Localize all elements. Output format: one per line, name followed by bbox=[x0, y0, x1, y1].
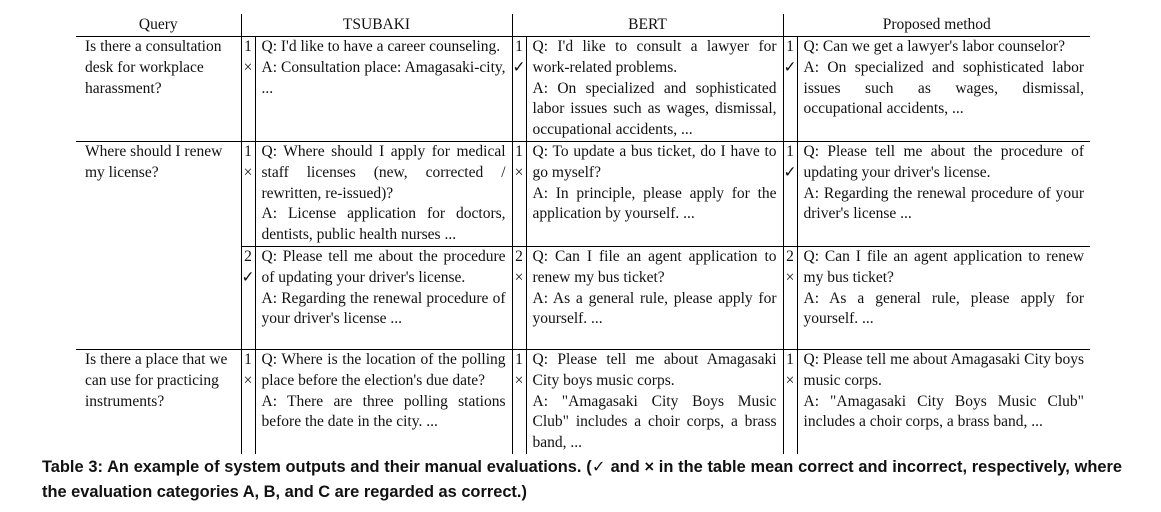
tsubaki-output: Q: Please tell me about the procedure of… bbox=[254, 245, 513, 350]
evaluation-mark: × bbox=[514, 163, 524, 181]
retrieved-question: Q: Where should I apply for medical staf… bbox=[261, 142, 506, 202]
rank-cell: 1 ✓ bbox=[782, 140, 798, 247]
retrieved-answer: A: There are three polling stations befo… bbox=[261, 392, 506, 431]
bert-output: Q: I'd like to consult a lawyer for work… bbox=[525, 36, 784, 142]
header-bert: BERT bbox=[511, 14, 784, 37]
rank-cell: 1 ✓ bbox=[511, 36, 527, 142]
rank-number: 1 bbox=[786, 38, 794, 55]
evaluation-mark: ✓ bbox=[783, 163, 797, 181]
bert-output: Q: Please tell me about Amagasaki City b… bbox=[525, 348, 784, 454]
rank-cell: 1 × bbox=[782, 348, 798, 454]
proposed-output: Q: Please tell me about Amagasaki City b… bbox=[796, 348, 1091, 454]
bert-output: Q: Can I file an agent application to re… bbox=[525, 245, 784, 350]
system-outputs-table: Query TSUBAKI BERT Proposed method Is th… bbox=[76, 14, 1091, 454]
rank-number: 1 bbox=[244, 38, 252, 55]
rank-number: 1 bbox=[786, 350, 794, 368]
retrieved-answer: A: Consultation place: Amagasaki-city, .… bbox=[261, 58, 506, 97]
retrieved-question: Q: Where is the location of the polling … bbox=[261, 350, 506, 389]
retrieved-answer: A: License application for doctors, dent… bbox=[261, 205, 506, 244]
rank-cell: 2 ✓ bbox=[240, 245, 255, 350]
rank-number: 1 bbox=[515, 350, 523, 368]
evaluation-mark: × bbox=[785, 371, 795, 389]
retrieved-question: Q: Please tell me about Amagasaki City b… bbox=[803, 350, 1085, 389]
table-caption: Table 3: An example of system outputs an… bbox=[42, 458, 1122, 501]
retrieved-answer: A: On specialized and sophisticated labo… bbox=[803, 58, 1085, 118]
proposed-output: Q: Can we get a lawyer's labor counselor… bbox=[796, 36, 1091, 142]
evaluation-mark: × bbox=[243, 58, 253, 76]
header-query: Query bbox=[76, 14, 241, 37]
rank-number: 1 bbox=[515, 142, 523, 160]
evaluation-mark: ✓ bbox=[783, 58, 797, 76]
table-row: Where should I renew my license? 1 × Q: W… bbox=[76, 140, 1091, 350]
rank-cell: 1 × bbox=[240, 140, 255, 247]
header-proposed: Proposed method bbox=[782, 14, 1091, 37]
retrieved-answer: A: On specialized and sophisticated labo… bbox=[532, 79, 777, 139]
rank-cell: 1 ✓ bbox=[782, 36, 798, 142]
retrieved-question: Q: Please tell me about Amagasaki City b… bbox=[532, 350, 777, 389]
results-table-container: Query TSUBAKI BERT Proposed method Is th… bbox=[76, 14, 1091, 454]
rank-cell: 2 × bbox=[782, 245, 798, 350]
rank-number: 2 bbox=[515, 247, 523, 265]
retrieved-question: Q: Please tell me about the procedure of… bbox=[261, 247, 506, 286]
query-cell: Where should I renew my license? bbox=[76, 140, 241, 350]
header-tsubaki: TSUBAKI bbox=[240, 14, 513, 37]
rank-number: 1 bbox=[244, 142, 252, 160]
evaluation-mark: × bbox=[243, 163, 253, 181]
retrieved-answer: A: "Amagasaki City Boys Music Club" incl… bbox=[532, 392, 777, 452]
rank-cell: 1 × bbox=[240, 348, 255, 454]
rank-number: 1 bbox=[244, 350, 252, 368]
tsubaki-output: Q: Where should I apply for medical staf… bbox=[254, 140, 513, 247]
rank-number: 1 bbox=[786, 142, 794, 160]
rank-cell: 1 × bbox=[240, 36, 255, 142]
retrieved-answer: A: As a general rule, please apply for y… bbox=[803, 289, 1085, 328]
rank-cell: 2 × bbox=[511, 245, 527, 350]
rank-cell: 1 × bbox=[511, 140, 527, 247]
retrieved-question: Q: Can I file an agent application to re… bbox=[532, 247, 777, 286]
proposed-output: Q: Can I file an agent application to re… bbox=[796, 245, 1091, 350]
tsubaki-output: Q: Where is the location of the polling … bbox=[254, 348, 513, 454]
retrieved-answer: A: In principle, please apply for the ap… bbox=[532, 184, 777, 223]
retrieved-answer: A: Regarding the renewal procedure of yo… bbox=[803, 184, 1085, 223]
evaluation-mark: × bbox=[514, 268, 524, 286]
evaluation-mark: × bbox=[243, 371, 253, 389]
bert-output: Q: To update a bus ticket, do I have to … bbox=[525, 140, 784, 247]
retrieved-answer: A: Regarding the renewal procedure of yo… bbox=[261, 289, 506, 328]
rank-cell: 1 × bbox=[511, 348, 527, 454]
rank-number: 2 bbox=[786, 247, 794, 265]
retrieved-question: Q: Please tell me about the procedure of… bbox=[803, 142, 1085, 181]
header-row: Query TSUBAKI BERT Proposed method bbox=[76, 14, 1091, 37]
query-cell: Is there a consultation desk for workpla… bbox=[85, 38, 222, 97]
retrieved-question: Q: I'd like to consult a lawyer for work… bbox=[532, 38, 777, 76]
tsubaki-output: Q: I'd like to have a career counseling.… bbox=[254, 36, 513, 142]
table-row: 2 ✓ Q: Please tell me about the procedure… bbox=[76, 245, 1091, 350]
retrieved-answer: A: As a general rule, please apply for y… bbox=[532, 289, 777, 328]
retrieved-answer: A: "Amagasaki City Boys Music Club" incl… bbox=[803, 392, 1085, 431]
retrieved-question: Q: Can I file an agent application to re… bbox=[803, 247, 1085, 286]
evaluation-mark: × bbox=[785, 268, 795, 286]
evaluation-mark: × bbox=[514, 371, 524, 389]
retrieved-question: Q: To update a bus ticket, do I have to … bbox=[532, 142, 777, 181]
retrieved-question: Q: Can we get a lawyer's labor counselor… bbox=[803, 38, 1065, 55]
rank-number: 2 bbox=[244, 247, 252, 265]
table-row: Is there a place that we can use for pra… bbox=[76, 348, 1091, 454]
evaluation-mark: ✓ bbox=[241, 268, 255, 286]
table-row: Is there a consultation desk for workpla… bbox=[76, 36, 1091, 142]
evaluation-mark: ✓ bbox=[512, 58, 526, 76]
proposed-output: Q: Please tell me about the procedure of… bbox=[796, 140, 1091, 247]
rank-number: 1 bbox=[515, 38, 523, 55]
retrieved-question: Q: I'd like to have a career counseling. bbox=[261, 38, 501, 55]
query-cell: Is there a place that we can use for pra… bbox=[76, 348, 241, 454]
